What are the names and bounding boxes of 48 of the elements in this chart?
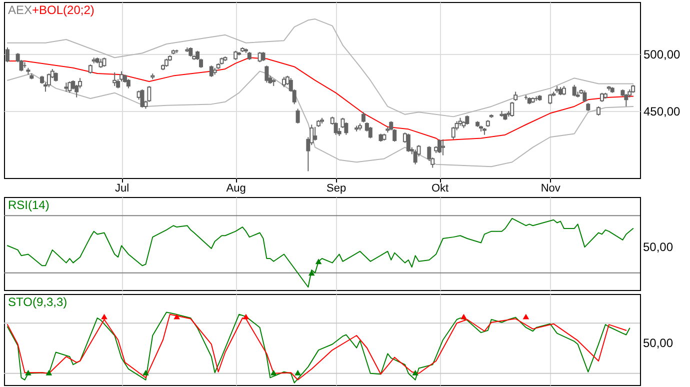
candlestick — [209, 65, 214, 78]
candlestick — [112, 72, 117, 87]
candlestick — [510, 101, 514, 118]
text: RSI(14) — [8, 198, 50, 212]
x-tick-label: Okt — [431, 182, 449, 194]
x-tick-label: Jul — [114, 182, 130, 194]
candlestick — [344, 122, 348, 136]
chart-title: AEX — [8, 3, 32, 17]
text: 50,00 — [643, 240, 674, 254]
candlestick — [572, 84, 576, 97]
line-series — [6, 18, 634, 118]
text: 50,00 — [643, 336, 674, 350]
candlestick — [582, 90, 587, 102]
x-tick-label: Nov — [540, 182, 561, 194]
candlestick — [140, 88, 144, 108]
candlestick — [126, 78, 130, 89]
x-tick-label: Aug — [226, 182, 246, 194]
candlestick — [624, 93, 628, 107]
candlestick — [313, 126, 318, 142]
candlestick — [548, 93, 552, 105]
candlestick — [264, 65, 269, 84]
candlestick — [46, 73, 51, 88]
candlestick — [596, 106, 601, 116]
candlestick — [368, 126, 372, 139]
x-tick-label: Sep — [326, 182, 346, 194]
candlestick — [64, 82, 68, 92]
candlestick — [438, 138, 442, 154]
y-tick-label: 500,00 — [644, 48, 681, 62]
candlestick — [413, 149, 418, 165]
candlestick — [234, 50, 238, 60]
candlestick — [440, 138, 445, 156]
candlestick — [102, 57, 106, 68]
candlestick — [188, 46, 193, 58]
y-tick-label: 450,00 — [644, 104, 681, 119]
series-label: STO(9,3,3) — [8, 295, 68, 309]
candlestick — [88, 64, 92, 74]
candlestick — [514, 91, 518, 102]
candlestick — [54, 72, 58, 82]
candlestick — [282, 76, 286, 88]
candlestick — [68, 80, 72, 94]
candlestick — [406, 133, 410, 152]
candlestick — [562, 86, 566, 96]
text: +BOL(20;2) — [32, 3, 94, 17]
candlestick — [465, 115, 470, 126]
candlestick — [261, 51, 266, 62]
candlestick — [600, 92, 604, 102]
candlestick — [296, 108, 300, 124]
candlestick — [5, 46, 10, 63]
